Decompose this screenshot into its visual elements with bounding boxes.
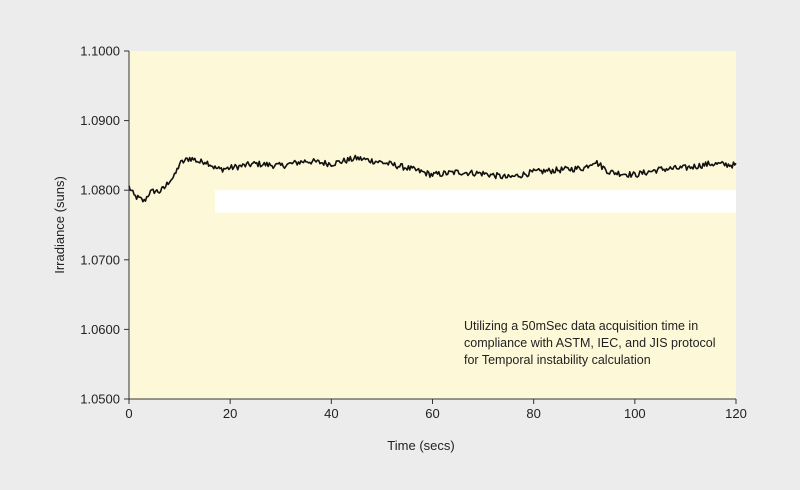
white-band [214, 190, 736, 213]
x-tick-label: 0 [125, 406, 132, 421]
x-tick-label: 120 [725, 406, 747, 421]
y-tick-label: 1.0600 [80, 322, 120, 337]
annotation-line-3: for Temporal instability calculation [464, 353, 651, 367]
series-line [128, 154, 737, 203]
series-layer [128, 154, 737, 203]
x-tick-label: 20 [223, 406, 237, 421]
annotation-line-2: compliance with ASTM, IEC, and JIS proto… [464, 336, 716, 350]
y-tick-label: 1.0800 [80, 183, 120, 198]
y-tick-label: 1.1000 [80, 44, 120, 59]
axes-layer: 0 20 40 60 80 100 120 1.0500 1.0600 1.0700 1.0800 1… [80, 44, 747, 422]
y-tick-label: 1.0500 [80, 392, 120, 407]
x-axis-label: Time (secs) [387, 438, 454, 453]
y-axis-label: Irradiance (suns) [52, 176, 67, 274]
annotation: Utilizing a 50mSec data acquisition time… [464, 319, 716, 367]
x-tick-label: 60 [425, 406, 439, 421]
y-tick-label: 1.0700 [80, 252, 120, 267]
annotation-line-1: Utilizing a 50mSec data acquisition time… [464, 319, 698, 333]
x-tick-label: 100 [624, 406, 646, 421]
plot-area [129, 51, 736, 399]
x-tick-label: 40 [324, 406, 338, 421]
x-tick-label: 80 [526, 406, 540, 421]
y-tick-label: 1.0900 [80, 113, 120, 128]
